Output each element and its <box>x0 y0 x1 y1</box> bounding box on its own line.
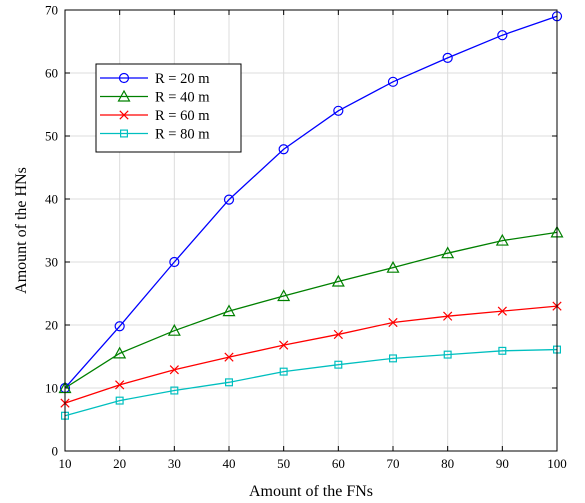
legend-label: R = 20 m <box>155 71 210 87</box>
circle-marker <box>442 52 453 63</box>
x-marker <box>169 365 179 375</box>
x-tick-label: 100 <box>547 456 567 471</box>
y-tick-label: 0 <box>52 444 59 459</box>
square-marker <box>334 360 343 369</box>
y-tick-label: 30 <box>45 255 58 270</box>
circle-marker <box>169 256 180 268</box>
x-tick-label: 80 <box>441 456 454 471</box>
legend-label: R = 40 m <box>155 90 210 106</box>
y-tick-label: 40 <box>45 192 58 207</box>
x-marker <box>279 340 289 350</box>
x-tick-label: 90 <box>496 456 509 471</box>
triangle-marker <box>331 274 345 287</box>
x-marker <box>443 311 453 321</box>
legend-label: R = 80 m <box>155 127 210 143</box>
x-tick-label: 30 <box>168 456 181 471</box>
x-marker <box>119 110 129 120</box>
y-axis-label: Amount of the HNs <box>13 167 30 294</box>
triangle-marker <box>167 323 181 336</box>
x-tick-label: 70 <box>387 456 400 471</box>
x-tick-label: 40 <box>223 456 236 471</box>
legend: R = 20 m R = 40 m R = 60 m R = 80 m <box>95 63 242 153</box>
square-marker <box>279 367 288 376</box>
series-line <box>64 231 558 389</box>
triangle-marker <box>113 346 127 359</box>
triangle-marker <box>277 289 291 302</box>
y-tick-label: 60 <box>45 66 58 81</box>
x-marker <box>388 317 398 328</box>
x-marker <box>224 352 234 362</box>
plot-frame <box>64 9 558 452</box>
series-group <box>58 11 564 420</box>
series-line <box>64 348 558 417</box>
x-marker <box>497 306 507 316</box>
circle-marker <box>223 194 235 205</box>
square-marker <box>170 386 179 395</box>
legend-item: R = 20 m <box>100 71 210 87</box>
triangle-marker <box>386 260 400 273</box>
square-marker <box>115 396 124 405</box>
circle-marker <box>387 76 399 87</box>
series-4 <box>60 345 561 420</box>
legend-item: R = 40 m <box>100 90 210 106</box>
series-line <box>64 305 558 404</box>
square-marker <box>225 378 234 387</box>
y-tick-label: 10 <box>45 381 58 396</box>
triangle-marker <box>495 233 509 246</box>
x-tick-label: 20 <box>113 456 126 471</box>
x-axis-label: Amount of the FNs <box>249 483 373 500</box>
circle-marker <box>118 72 130 84</box>
x-marker <box>115 380 125 390</box>
circle-marker <box>114 321 125 332</box>
x-tick-label: 60 <box>332 456 345 471</box>
series-1 <box>59 11 563 394</box>
square-marker <box>498 346 507 355</box>
x-marker <box>333 329 343 340</box>
series-line <box>64 15 558 389</box>
square-marker <box>389 354 398 363</box>
legend-item: R = 60 m <box>100 108 210 124</box>
legend-item: R = 80 m <box>100 127 210 143</box>
circle-marker <box>497 30 508 41</box>
square-marker <box>119 129 128 138</box>
circle-marker <box>278 144 289 155</box>
y-tick-label: 20 <box>45 318 58 333</box>
triangle-marker <box>441 246 455 259</box>
legend-label: R = 60 m <box>155 108 210 124</box>
triangle-marker <box>117 89 131 102</box>
circle-marker <box>333 105 344 116</box>
y-tick-label: 70 <box>45 3 58 18</box>
square-marker <box>443 350 452 359</box>
triangle-marker <box>222 304 236 317</box>
x-tick-label: 50 <box>277 456 290 471</box>
series-2 <box>58 225 564 394</box>
y-tick-label: 50 <box>45 129 58 144</box>
x-tick-label: 10 <box>59 456 72 471</box>
